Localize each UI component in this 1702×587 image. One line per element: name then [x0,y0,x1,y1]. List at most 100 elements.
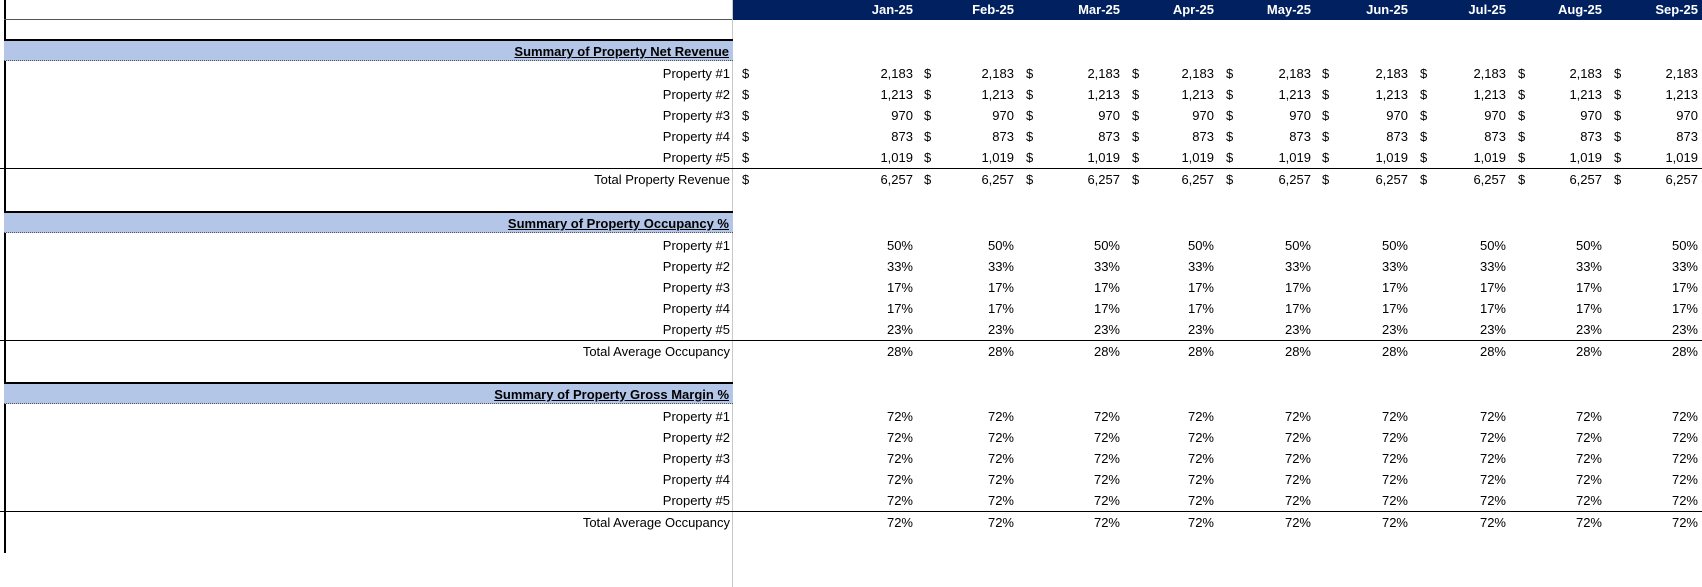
value-cell[interactable]: 17% [1479,280,1506,295]
value-cell[interactable]: 970 [992,108,1014,123]
value-cell[interactable]: 72% [1187,409,1214,424]
value-cell[interactable]: 970 [1289,108,1311,123]
value-cell[interactable]: 2,183 [1278,66,1311,81]
value-cell[interactable]: 17% [1093,280,1120,295]
value-cell[interactable]: 72% [987,515,1014,530]
value-cell[interactable]: 72% [1093,493,1120,508]
value-cell[interactable]: 873 [992,129,1014,144]
value-cell[interactable]: 1,213 [1087,87,1120,102]
value-cell[interactable]: 72% [1671,409,1698,424]
value-cell[interactable]: 6,257 [880,172,913,187]
value-cell[interactable]: 23% [1093,322,1120,337]
value-cell[interactable]: 17% [1381,301,1408,316]
section-title[interactable]: Summary of Property Occupancy % [507,216,729,231]
value-cell[interactable]: 72% [1187,515,1214,530]
value-cell[interactable]: 50% [1093,238,1120,253]
value-cell[interactable]: 72% [1284,409,1311,424]
value-cell[interactable]: 873 [1386,129,1408,144]
value-cell[interactable]: 72% [886,409,913,424]
value-cell[interactable]: 72% [1187,451,1214,466]
value-cell[interactable]: 1,213 [1665,87,1698,102]
value-cell[interactable]: 33% [1187,259,1214,274]
value-cell[interactable]: 17% [1284,301,1311,316]
value-cell[interactable]: 1,213 [1473,87,1506,102]
value-cell[interactable]: 72% [1381,409,1408,424]
value-cell[interactable]: 72% [987,451,1014,466]
value-cell[interactable]: 2,183 [1665,66,1698,81]
value-cell[interactable]: 72% [1671,472,1698,487]
value-cell[interactable]: 1,213 [1278,87,1311,102]
value-cell[interactable]: 72% [987,430,1014,445]
month-header[interactable]: May-25 [1266,2,1311,17]
value-cell[interactable]: 72% [1575,409,1602,424]
value-cell[interactable]: 72% [1284,515,1311,530]
value-cell[interactable]: 23% [1381,322,1408,337]
value-cell[interactable]: 970 [891,108,913,123]
value-cell[interactable]: 17% [1671,301,1698,316]
value-cell[interactable]: 72% [1381,515,1408,530]
row-label[interactable]: Total Average Occupancy [582,515,730,530]
value-cell[interactable]: 50% [1479,238,1506,253]
value-cell[interactable]: 2,183 [1375,66,1408,81]
value-cell[interactable]: 17% [886,280,913,295]
value-cell[interactable]: 33% [1479,259,1506,274]
value-cell[interactable]: 23% [1671,322,1698,337]
month-header[interactable]: Mar-25 [1078,2,1120,17]
value-cell[interactable]: 873 [1098,129,1120,144]
value-cell[interactable]: 17% [1187,280,1214,295]
value-cell[interactable]: 17% [1187,301,1214,316]
row-label[interactable]: Property #3 [662,280,730,295]
value-cell[interactable]: 72% [1187,493,1214,508]
value-cell[interactable]: 72% [886,430,913,445]
value-cell[interactable]: 17% [1575,301,1602,316]
row-label[interactable]: Total Average Occupancy [582,344,730,359]
value-cell[interactable]: 72% [1479,472,1506,487]
value-cell[interactable]: 970 [1580,108,1602,123]
value-cell[interactable]: 72% [1093,451,1120,466]
value-cell[interactable]: 1,019 [1665,150,1698,165]
value-cell[interactable]: 72% [1093,472,1120,487]
row-label[interactable]: Property #3 [662,108,730,123]
value-cell[interactable]: 72% [1479,493,1506,508]
value-cell[interactable]: 873 [1484,129,1506,144]
value-cell[interactable]: 72% [987,472,1014,487]
value-cell[interactable]: 72% [1284,430,1311,445]
value-cell[interactable]: 72% [886,493,913,508]
value-cell[interactable]: 6,257 [1181,172,1214,187]
value-cell[interactable]: 72% [1479,430,1506,445]
value-cell[interactable]: 33% [886,259,913,274]
value-cell[interactable]: 17% [1284,280,1311,295]
value-cell[interactable]: 72% [1381,493,1408,508]
value-cell[interactable]: 72% [1479,409,1506,424]
value-cell[interactable]: 6,257 [981,172,1014,187]
value-cell[interactable]: 72% [1575,451,1602,466]
value-cell[interactable]: 72% [1187,430,1214,445]
value-cell[interactable]: 50% [886,238,913,253]
value-cell[interactable]: 873 [1580,129,1602,144]
value-cell[interactable]: 23% [1479,322,1506,337]
value-cell[interactable]: 1,213 [1181,87,1214,102]
value-cell[interactable]: 50% [1187,238,1214,253]
value-cell[interactable]: 17% [1671,280,1698,295]
value-cell[interactable]: 17% [1093,301,1120,316]
value-cell[interactable]: 33% [1284,259,1311,274]
value-cell[interactable]: 50% [1284,238,1311,253]
value-cell[interactable]: 17% [886,301,913,316]
value-cell[interactable]: 72% [987,493,1014,508]
value-cell[interactable]: 28% [886,344,913,359]
row-label[interactable]: Property #2 [662,87,730,102]
value-cell[interactable]: 72% [1381,451,1408,466]
value-cell[interactable]: 33% [987,259,1014,274]
section-title[interactable]: Summary of Property Gross Margin % [494,387,729,402]
value-cell[interactable]: 6,257 [1665,172,1698,187]
value-cell[interactable]: 1,019 [981,150,1014,165]
month-header[interactable]: Apr-25 [1172,2,1214,17]
value-cell[interactable]: 17% [1479,301,1506,316]
value-cell[interactable]: 23% [1187,322,1214,337]
value-cell[interactable]: 17% [987,301,1014,316]
value-cell[interactable]: 72% [1187,472,1214,487]
row-label[interactable]: Property #1 [662,238,730,253]
value-cell[interactable]: 1,213 [1569,87,1602,102]
section-title[interactable]: Summary of Property Net Revenue [514,44,729,59]
value-cell[interactable]: 23% [886,322,913,337]
